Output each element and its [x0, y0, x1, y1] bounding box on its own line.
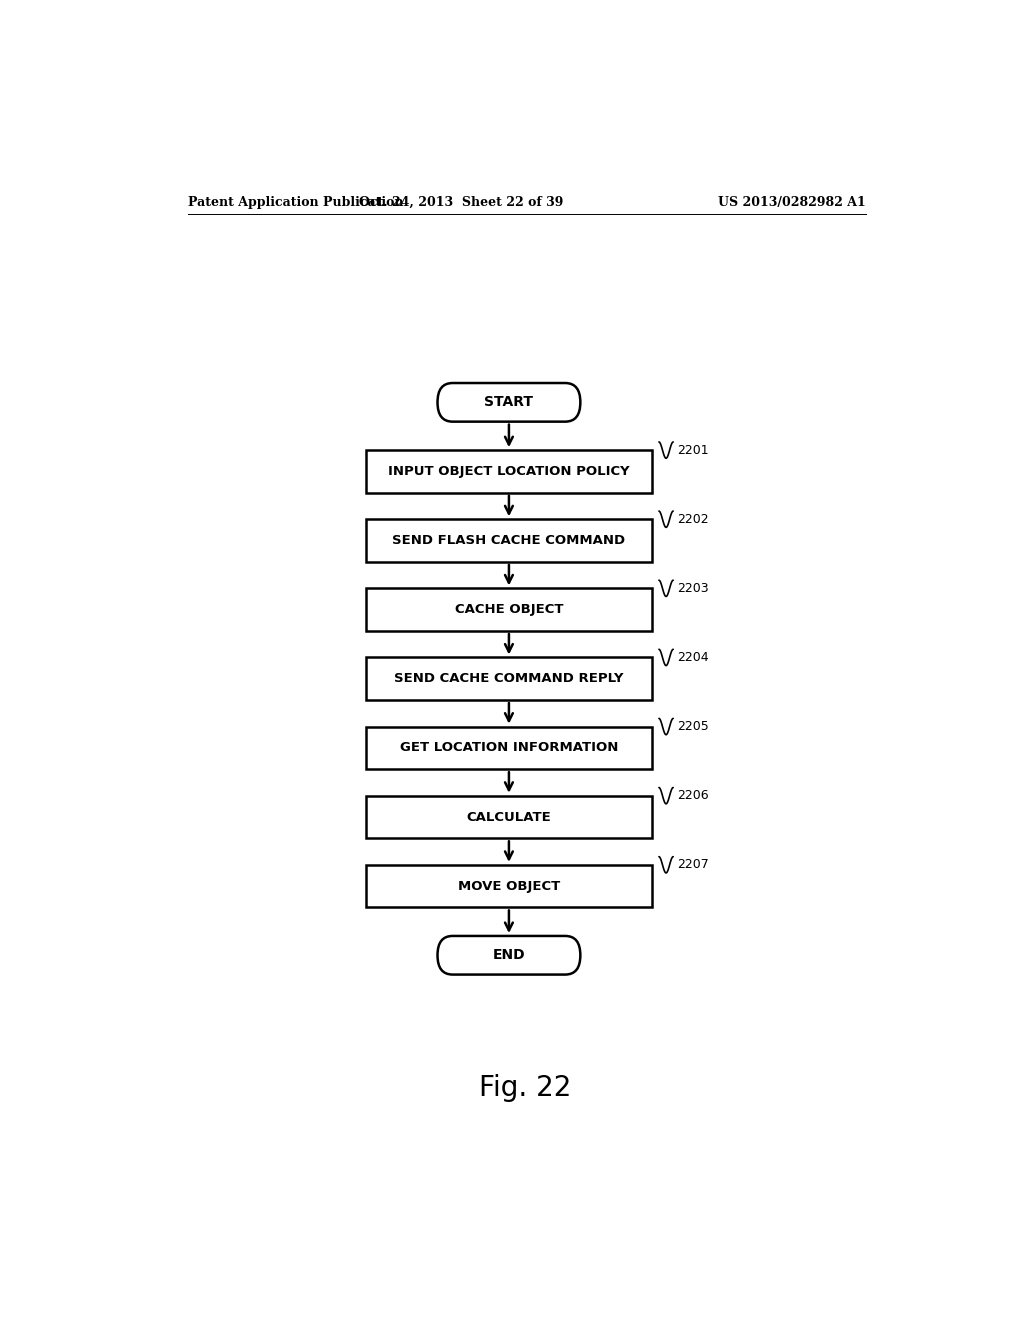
Text: INPUT OBJECT LOCATION POLICY: INPUT OBJECT LOCATION POLICY [388, 465, 630, 478]
Text: MOVE OBJECT: MOVE OBJECT [458, 879, 560, 892]
Text: START: START [484, 395, 534, 409]
Bar [367, 450, 651, 492]
Text: SEND FLASH CACHE COMMAND: SEND FLASH CACHE COMMAND [392, 535, 626, 546]
Text: CALCULATE: CALCULATE [467, 810, 551, 824]
Bar [367, 726, 651, 770]
Text: GET LOCATION INFORMATION: GET LOCATION INFORMATION [399, 742, 618, 755]
Bar [367, 796, 651, 838]
FancyBboxPatch shape [437, 936, 581, 974]
Text: SEND CACHE COMMAND REPLY: SEND CACHE COMMAND REPLY [394, 672, 624, 685]
FancyBboxPatch shape [437, 383, 581, 421]
Text: 2206: 2206 [677, 789, 709, 803]
Text: Oct. 24, 2013  Sheet 22 of 39: Oct. 24, 2013 Sheet 22 of 39 [359, 195, 563, 209]
Text: 2202: 2202 [677, 512, 709, 525]
Bar [367, 589, 651, 631]
Text: 2204: 2204 [677, 651, 709, 664]
Text: END: END [493, 948, 525, 962]
Bar [367, 519, 651, 562]
Text: 2205: 2205 [677, 721, 709, 733]
Text: CACHE OBJECT: CACHE OBJECT [455, 603, 563, 616]
Text: 2201: 2201 [677, 444, 709, 457]
Bar [367, 865, 651, 907]
Text: US 2013/0282982 A1: US 2013/0282982 A1 [718, 195, 866, 209]
Text: 2203: 2203 [677, 582, 709, 595]
Bar [367, 657, 651, 700]
Text: 2207: 2207 [677, 858, 709, 871]
Text: Patent Application Publication: Patent Application Publication [187, 195, 403, 209]
Text: Fig. 22: Fig. 22 [478, 1074, 571, 1102]
